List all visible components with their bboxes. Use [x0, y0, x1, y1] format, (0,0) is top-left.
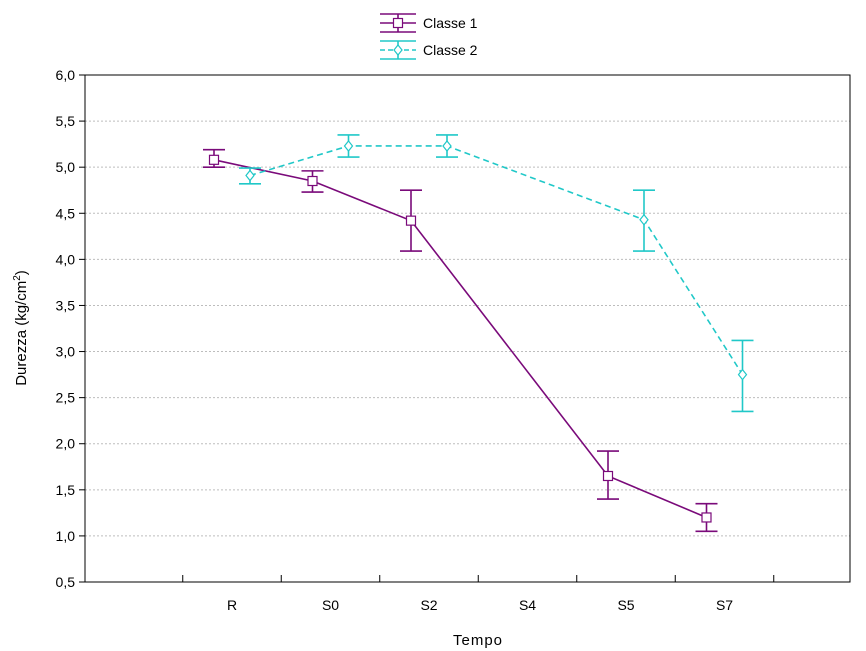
data-point	[208, 154, 220, 165]
data-point	[442, 140, 452, 152]
legend-symbol-classe-1	[380, 13, 416, 33]
y-tick-label: 5,0	[56, 159, 76, 175]
y-tick-label: 1,0	[56, 528, 76, 544]
legend-marker	[393, 44, 403, 56]
x-axis-ticks: R S0 S2 S4 S5 S7	[182, 575, 775, 613]
legend-label-classe-1: Classe 1	[423, 15, 478, 31]
x-axis-title: Tempo	[453, 632, 503, 649]
series-classe-1	[203, 148, 718, 533]
y-tick-label: 1,5	[56, 482, 76, 498]
y-tick-label: 4,0	[56, 251, 76, 267]
data-point	[307, 175, 318, 187]
x-tick-label: S4	[519, 597, 536, 613]
y-tick-label: 3,5	[56, 297, 76, 313]
y-tick-label: 4,5	[56, 205, 76, 221]
y-axis-title-superscript: 2	[12, 275, 23, 281]
data-point	[737, 368, 748, 381]
y-tick-label: 3,0	[56, 344, 76, 360]
x-tick-label: S5	[617, 597, 634, 613]
data-point	[602, 470, 614, 482]
plot-area-frame	[84, 74, 851, 583]
series-line	[213, 159, 707, 519]
series-layer	[203, 134, 754, 533]
data-point	[245, 169, 255, 182]
y-axis-ticks: 0,5 1,0 1,5 2,0 2,5 3,0 3,5 4,0 4,5 5,0 5,5 6,0	[56, 67, 85, 590]
legend: Classe 1 Classe 2	[380, 13, 478, 60]
legend-symbol-classe-2	[380, 40, 416, 60]
y-axis-title: Durezza (kg/cm2)	[12, 270, 30, 386]
y-tick-label: 2,0	[56, 436, 76, 452]
y-axis-title-main: Durezza (kg/cm	[13, 281, 30, 386]
y-tick-label: 2,5	[56, 390, 76, 406]
x-tick-label: R	[227, 597, 237, 613]
y-tick-label: 0,5	[56, 574, 76, 590]
data-point	[639, 213, 649, 226]
data-point	[701, 512, 712, 523]
x-tick-label: S0	[322, 597, 339, 613]
legend-marker	[392, 17, 404, 29]
gridlines	[85, 120, 850, 537]
series-line	[249, 145, 744, 376]
legend-label-classe-2: Classe 2	[423, 42, 478, 58]
data-point	[343, 140, 354, 152]
y-axis-title-close: )	[13, 270, 30, 275]
series-classe-2	[239, 134, 754, 413]
y-tick-label: 6,0	[56, 67, 76, 83]
data-point	[405, 215, 417, 226]
x-tick-label: S7	[716, 597, 733, 613]
y-tick-label: 5,5	[56, 113, 76, 129]
x-tick-label: S2	[420, 597, 437, 613]
